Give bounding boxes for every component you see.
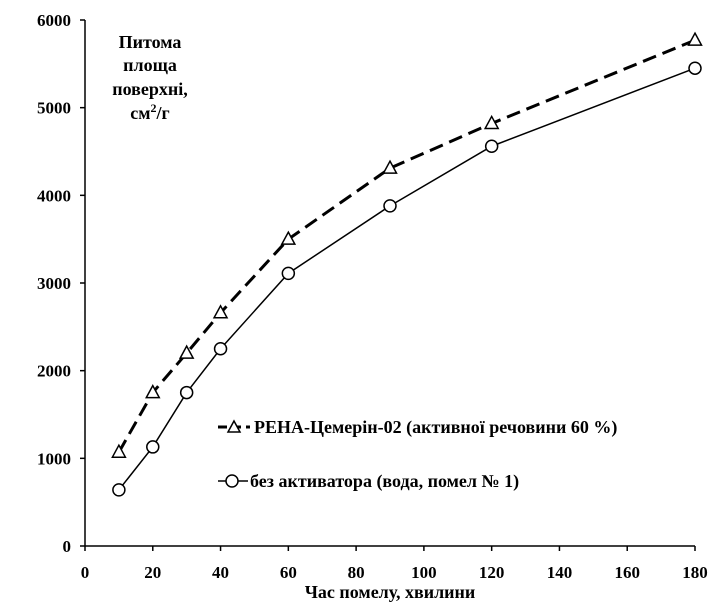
unit-base: см (130, 103, 150, 123)
series-1 (112, 61, 702, 497)
y-tick-label-0: 0 (63, 537, 72, 556)
x-tick-label-8: 160 (614, 563, 640, 582)
legend: РЕНА-Цемерін-02 (активної речовини 60 %)… (218, 417, 617, 492)
legend-label-rena: РЕНА-Цемерін-02 (активної речовини 60 %) (254, 417, 617, 438)
x-tick-label-3: 60 (280, 563, 297, 582)
y-tick-label-6: 6000 (37, 11, 71, 30)
legend-entry-no-activator: без активатора (вода, помел № 1) (218, 471, 519, 492)
unit-sup: 2 (151, 101, 157, 115)
series-0-point-3 (212, 304, 229, 319)
series-1-point-6 (484, 139, 499, 153)
series-1-point-7 (688, 61, 702, 75)
y-axis-title: Питома площа поверхні, см2/г (112, 32, 188, 123)
series-layer (111, 31, 703, 497)
series-0-point-2 (178, 344, 195, 359)
y-tick-labels: 0 1000 2000 3000 4000 5000 6000 (37, 11, 71, 556)
y-axis-title-line-3: поверхні, (112, 79, 188, 99)
x-tick-label-7: 140 (547, 563, 573, 582)
y-axis-title-line-2: площа (123, 55, 177, 75)
axes (80, 19, 696, 551)
x-axis-title: Час помелу, хвилини (305, 582, 476, 602)
series-1-point-4 (281, 266, 296, 281)
unit-tail: /г (156, 103, 170, 123)
series-0 (111, 31, 703, 458)
x-tick-label-0: 0 (81, 563, 90, 582)
series-0-point-6 (483, 114, 500, 130)
legend-label-no-activator: без активатора (вода, помел № 1) (250, 471, 519, 492)
legend-circle-marker (225, 474, 239, 488)
legend-entry-rena: РЕНА-Цемерін-02 (активної речовини 60 %) (218, 417, 617, 438)
series-0-point-1 (145, 384, 161, 399)
series-0-point-0 (111, 443, 127, 458)
y-tick-label-1: 1000 (37, 449, 71, 468)
series-1-point-1 (146, 440, 160, 454)
x-tick-label-4: 80 (348, 563, 365, 582)
legend-triangle-marker (226, 419, 242, 433)
y-tick-label-5: 5000 (37, 99, 71, 118)
series-0-point-4 (280, 230, 297, 245)
y-tick-label-2: 2000 (37, 362, 71, 381)
y-tick-label-4: 4000 (37, 186, 71, 205)
series-0-point-7 (687, 31, 703, 46)
series-1-line (118, 67, 696, 491)
series-1-point-0 (112, 483, 126, 497)
series-1-point-2 (179, 385, 194, 400)
x-tick-labels: 0 20 40 60 80 100 120 140 160 180 (81, 563, 708, 582)
y-axis-title-unit: см2/г (130, 101, 169, 123)
x-tick-label-2: 40 (212, 563, 229, 582)
x-tick-label-5: 100 (411, 563, 437, 582)
series-0-point-5 (382, 159, 398, 174)
y-tick-label-3: 3000 (37, 274, 71, 293)
x-tick-label-1: 20 (144, 563, 161, 582)
x-tick-label-6: 120 (479, 563, 505, 582)
series-1-point-5 (383, 199, 397, 213)
y-axis-title-line-1: Питома (119, 32, 182, 52)
x-tick-label-9: 180 (682, 563, 708, 582)
series-0-line (117, 38, 696, 453)
series-1-point-3 (213, 342, 228, 356)
